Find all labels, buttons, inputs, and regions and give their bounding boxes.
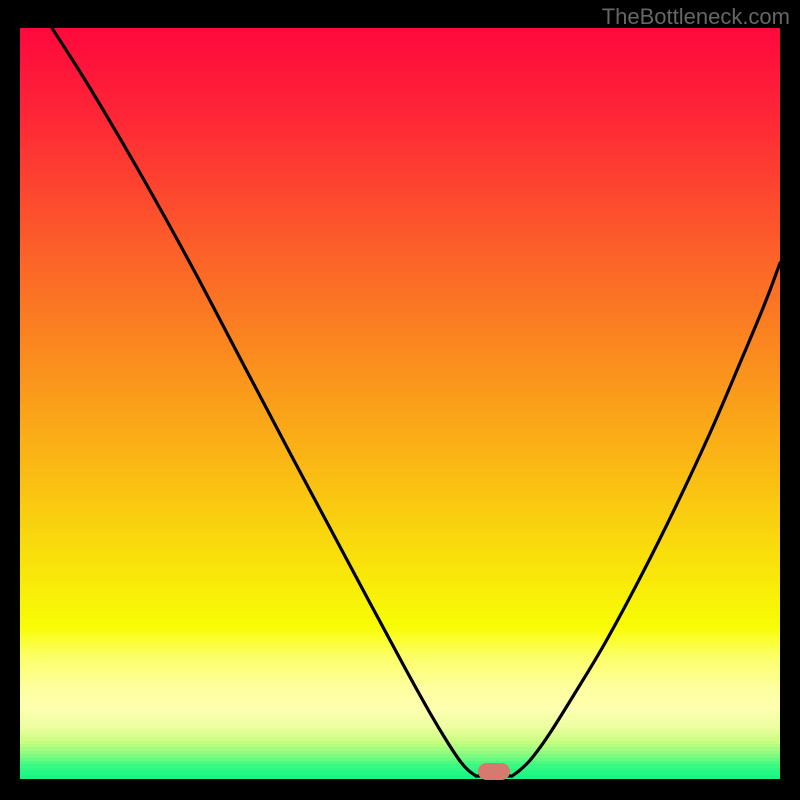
optimum-marker	[478, 763, 510, 780]
watermark-text: TheBottleneck.com	[602, 4, 790, 30]
chart-frame: TheBottleneck.com	[0, 0, 800, 800]
plot-area	[20, 28, 780, 778]
bottleneck-curve	[20, 28, 780, 778]
